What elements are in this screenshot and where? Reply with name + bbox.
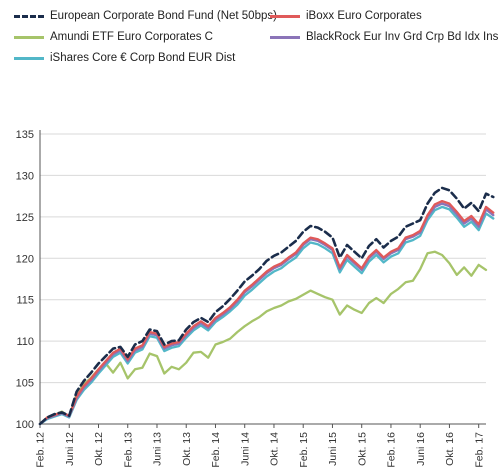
x-tick-label: Juni 16 (415, 432, 427, 466)
legend-item-ishares-core: iShares Core € Corp Bond EUR Dist (14, 52, 235, 64)
series-line-ishares-core-corp-bond-eur-dist (38, 205, 495, 426)
x-tick-label: Feb. 14 (210, 432, 222, 468)
axes (39, 130, 486, 428)
x-tick-label: Feb. 17 (473, 432, 485, 468)
legend-item-european-corporate-bond-fund: European Corporate Bond Fund (Net 50bps) (14, 10, 277, 22)
x-tick-label: Feb. 15 (298, 432, 310, 468)
x-tick-label: Juni 12 (64, 432, 76, 466)
legend-item-amundi-etf: Amundi ETF Euro Corporates C (14, 31, 213, 43)
x-tick-label: Okt. 14 (269, 432, 281, 466)
y-tick-label: 120 (16, 253, 34, 265)
tick-labels: 100 105 110 115 120 125 130 135 Feb. 12 Juni 12 Ok… (16, 129, 486, 468)
x-tick-label: Feb. 13 (122, 432, 134, 468)
series-line-blackrock-eur-inv-grd-crp-bd-idx-ins-acc (38, 202, 495, 426)
legend-label: iShares Core € Corp Bond EUR Dist (50, 52, 236, 64)
x-tick-label: Juni 14 (239, 432, 251, 466)
series-lines (38, 186, 495, 426)
chart-legend: European Corporate Bond Fund (Net 50bps)… (0, 0, 500, 80)
x-tick-label: Okt. 16 (444, 432, 456, 466)
series-line-amundi-etf-euro-corporates-c (38, 250, 488, 426)
y-tick-label: 135 (16, 129, 34, 141)
legend-swatch (270, 35, 300, 39)
y-tick-label: 125 (16, 212, 34, 224)
series-line-european-corporate-bond-fund-net-50bps (38, 186, 495, 426)
series-line-iboxx-euro-corporates (38, 199, 495, 426)
x-tick-label: Okt. 13 (181, 432, 193, 466)
legend-swatch (270, 14, 300, 18)
x-tick-label: Feb. 16 (386, 432, 398, 468)
legend-swatch (14, 35, 44, 39)
y-tick-label: 130 (16, 170, 34, 182)
legend-item-iboxx-euro-corporates: iBoxx Euro Corporates (270, 10, 422, 22)
legend-label: iBoxx Euro Corporates (306, 10, 422, 22)
x-tick-label: Feb. 12 (35, 432, 47, 468)
legend-item-blackrock: BlackRock Eur Inv Grd Crp Bd Idx Ins Acc (270, 31, 500, 43)
legend-label: BlackRock Eur Inv Grd Crp Bd Idx Ins Acc (306, 31, 500, 43)
x-tick-label: Juni 13 (152, 432, 164, 466)
y-tick-label: 115 (16, 295, 34, 307)
x-tick-label: Juni 15 (327, 432, 339, 466)
legend-label: Amundi ETF Euro Corporates C (50, 31, 213, 43)
legend-swatch (14, 56, 44, 60)
grid-lines (40, 133, 486, 384)
y-tick-label: 110 (16, 336, 34, 348)
x-tick-label: Okt. 12 (93, 432, 105, 466)
legend-label: European Corporate Bond Fund (Net 50bps) (50, 10, 277, 22)
x-tick-label: Okt. 15 (356, 432, 368, 466)
legend-swatch (14, 14, 44, 18)
y-tick-label: 105 (16, 378, 34, 390)
y-tick-label: 100 (16, 419, 34, 431)
